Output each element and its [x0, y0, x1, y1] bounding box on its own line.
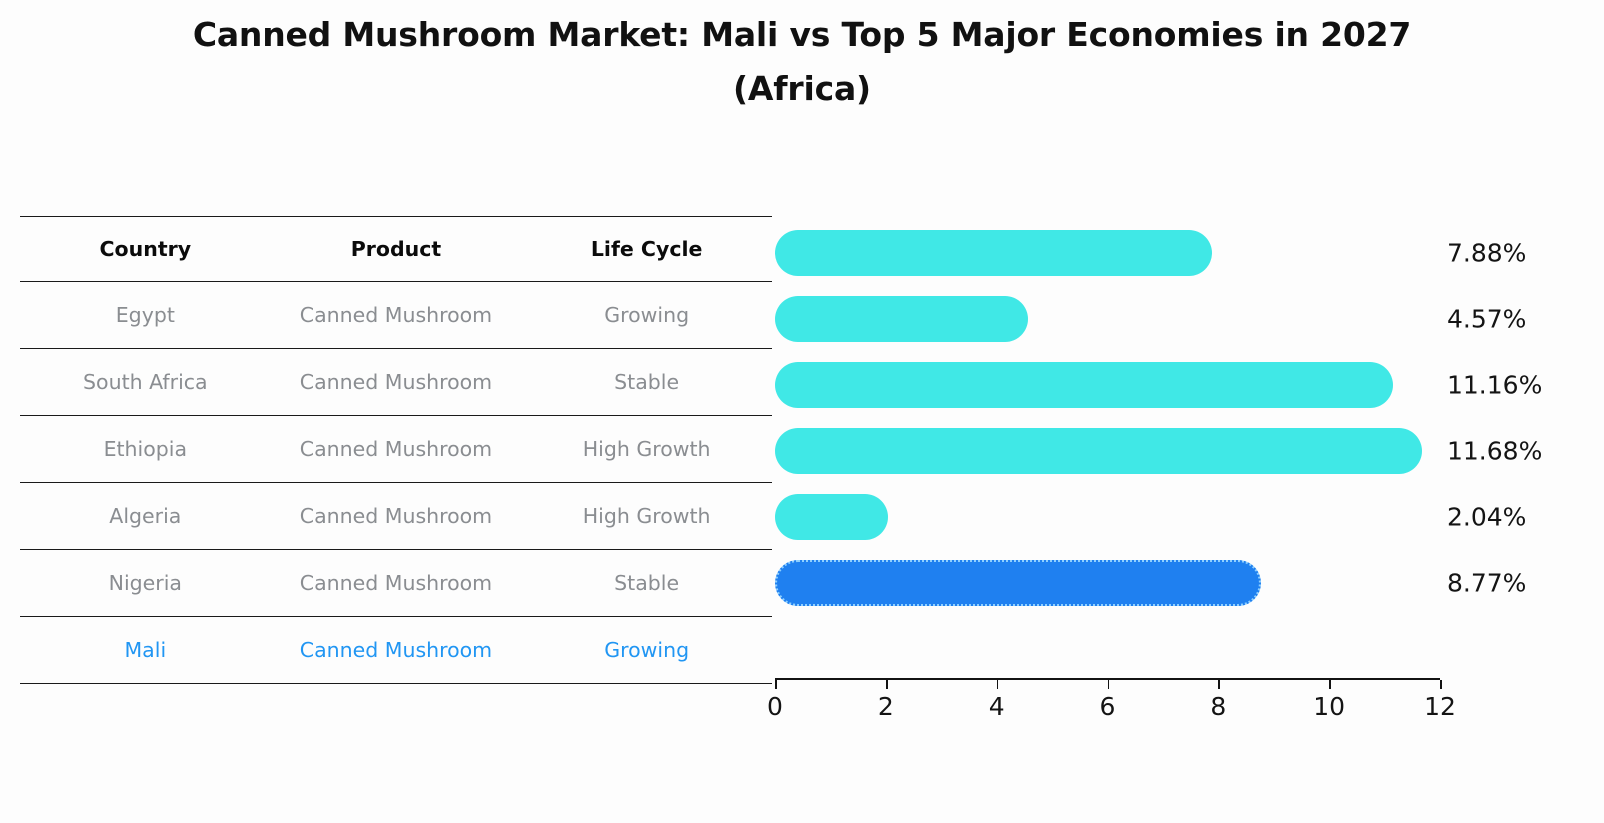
- x-axis: 0 2 4 6 8 10 12: [767, 678, 1456, 738]
- table-row: Algeria Canned Mushroom High Growth: [20, 482, 772, 550]
- table-row: Nigeria Canned Mushroom Stable: [20, 549, 772, 617]
- bar-row: 11.16%: [775, 352, 1542, 418]
- x-axis-tick: [1107, 680, 1110, 689]
- cell-country: Algeria: [20, 482, 271, 550]
- column-header-product: Product: [270, 216, 522, 282]
- cell-country: South Africa: [20, 348, 271, 416]
- bar[interactable]: [775, 230, 1212, 276]
- bar-row: 11.68%: [775, 418, 1542, 484]
- bar-value-label: 2.04%: [1447, 502, 1527, 532]
- x-axis-tick-label: 6: [1099, 692, 1116, 721]
- cell-country: Nigeria: [20, 549, 271, 617]
- x-axis-tick-label: 4: [988, 692, 1005, 721]
- x-axis-tick: [996, 680, 999, 689]
- cell-life-cycle: Growing: [521, 281, 772, 349]
- cell-country: Egypt: [20, 281, 271, 349]
- x-axis-tick-label: 0: [767, 692, 783, 721]
- bar[interactable]: [775, 296, 1029, 342]
- cell-life-cycle: Growing: [521, 616, 772, 684]
- cell-life-cycle: Stable: [521, 549, 772, 617]
- cell-country: Mali: [20, 616, 271, 684]
- bar-value-label: 7.88%: [1447, 238, 1527, 268]
- bar-row: 8.77%: [775, 550, 1526, 616]
- bar-value-label: 11.68%: [1447, 436, 1543, 466]
- x-axis-tick: [1218, 680, 1221, 689]
- x-axis-tick-label: 2: [877, 692, 894, 721]
- bar-row: 7.88%: [775, 220, 1526, 286]
- x-axis-tick-label: 8: [1210, 692, 1227, 721]
- table-row: South Africa Canned Mushroom Stable: [20, 348, 772, 416]
- cell-product: Canned Mushroom: [270, 549, 522, 617]
- table-row: Egypt Canned Mushroom Growing: [20, 281, 772, 349]
- cell-product: Canned Mushroom: [270, 281, 522, 349]
- column-header-country: Country: [20, 216, 271, 282]
- cell-product: Canned Mushroom: [270, 616, 522, 684]
- cell-life-cycle: High Growth: [521, 415, 772, 483]
- table-row-highlighted: Mali Canned Mushroom Growing: [20, 616, 772, 684]
- bar-chart-panel: 7.88% 4.57% 11.16% 11.68% 2.04% 8.77% 0 2 4 6 8 10…: [767, 216, 1542, 721]
- cell-life-cycle: High Growth: [521, 482, 772, 550]
- bar[interactable]: [775, 362, 1394, 408]
- country-table-panel: Country Product Life Cycle Egypt Canned …: [20, 216, 772, 684]
- page-title: Canned Mushroom Market: Mali vs Top 5 Ma…: [192, 15, 1412, 54]
- bar-value-label: 8.77%: [1447, 568, 1527, 598]
- cell-product: Canned Mushroom: [270, 415, 522, 483]
- table-row: Ethiopia Canned Mushroom High Growth: [20, 415, 772, 483]
- x-axis-tick: [1440, 680, 1442, 689]
- cell-life-cycle: Stable: [521, 348, 772, 416]
- bar[interactable]: [775, 428, 1423, 474]
- x-axis-line: [775, 678, 1440, 681]
- x-axis-tick: [885, 680, 888, 689]
- table-body: Egypt Canned Mushroom Growing South Afri…: [20, 281, 772, 684]
- bar-highlighted[interactable]: [775, 560, 1261, 606]
- x-axis-tick: [1329, 680, 1331, 689]
- plot-area: 7.88% 4.57% 11.16% 11.68% 2.04% 8.77%: [775, 216, 1542, 676]
- x-axis-tick-label: 12: [1424, 692, 1456, 721]
- table-header-row: Country Product Life Cycle: [20, 216, 772, 282]
- x-axis-tick-label: 10: [1313, 692, 1346, 721]
- column-header-life-cycle: Life Cycle: [521, 216, 772, 282]
- page-subtitle: (Africa): [733, 69, 871, 109]
- cell-product: Canned Mushroom: [270, 482, 522, 550]
- bar-row: 4.57%: [775, 286, 1526, 352]
- bar-row: 2.04%: [775, 484, 1526, 550]
- x-axis-tick: [775, 680, 777, 689]
- country-table: Country Product Life Cycle Egypt Canned …: [20, 216, 772, 684]
- cell-country: Ethiopia: [20, 415, 271, 483]
- table-header: Country Product Life Cycle: [20, 216, 772, 282]
- bar-value-label: 4.57%: [1447, 304, 1527, 334]
- chart-title-block: Canned Mushroom Market: Mali vs Top 5 Ma…: [0, 14, 1604, 110]
- cell-product: Canned Mushroom: [270, 348, 522, 416]
- bar-value-label: 11.16%: [1447, 370, 1543, 400]
- bar[interactable]: [775, 494, 889, 540]
